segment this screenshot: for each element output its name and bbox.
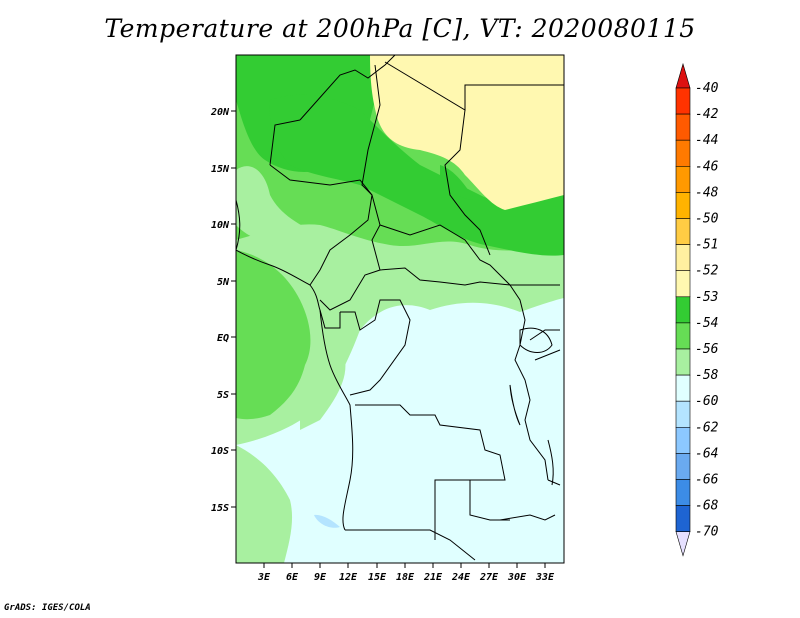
field-central-dark [269,94,564,256]
border-niger-chad [361,64,381,196]
border-east [499,479,561,521]
border-chad-sudan [444,109,491,256]
border-gabon [319,309,341,329]
map-title: Temperature at 200hPa [C], VT: 202008011… [104,14,696,43]
colorbar-segment [675,244,691,272]
colorbar-segment [675,166,691,193]
lon-label: 18E [396,572,415,583]
lat-label: 20N [210,107,230,118]
lake-tanganyika [509,384,521,426]
colorbar-label: -70 [695,525,719,540]
colorbar-segment [675,453,691,480]
field-west-green [300,300,346,430]
lat-label: 5N [217,277,230,288]
field-north-light [236,166,380,275]
colorbar-label: -64 [695,446,718,461]
border-uganda-kenya [529,329,561,361]
field-sw-green [236,445,293,563]
border-car-drc [379,267,511,286]
colorbar-label: -68 [695,499,719,514]
colorbar-segment [675,296,691,324]
lon-label: 9E [314,572,327,583]
border-libya-chad [384,61,564,111]
map-frame [235,54,565,564]
lake-malawi [547,439,554,486]
colorbar-segment [675,426,691,454]
border-car [379,224,560,286]
coastline-west [236,199,241,251]
colorbar-label: -60 [695,394,719,409]
longitude-axis: 3E 6E 9E 12E 15E 18E 21E 24E 27E 30E 33E [257,563,555,583]
colorbar-label: -54 [695,316,718,331]
colorbar-segment [675,479,691,506]
colorbar-segment [675,87,691,115]
latitude-axis: 20N 15N 10N 5N EQ 5S 10S 15S [210,107,236,514]
lon-label: 6E [286,572,299,583]
field-northeast-warm [370,55,564,210]
colorbar-label: -40 [695,81,719,96]
colorbar-label: -44 [695,133,718,148]
borders [236,55,564,561]
lat-label: 10S [211,446,229,457]
colorbar-segment [675,139,691,167]
colorbar-label: -52 [695,264,719,279]
field-west-mid [236,250,311,420]
colorbar-label: -56 [695,342,719,357]
colorbar-label: -42 [695,107,719,122]
coastline-gulf [236,249,354,531]
colorbar-label: -53 [695,290,718,305]
colorbar-bottom-arrow [675,531,691,557]
field-cold-south [236,298,564,563]
lat-label: 15N [211,164,230,175]
colorbar-segment [675,348,691,376]
lat-label: 5S [217,390,229,401]
border-cameroon [319,194,381,311]
colorbar-segment [675,270,691,298]
colorbar-segment [675,505,691,533]
colorbar-segment [675,192,691,219]
colorbar-segment [675,113,691,141]
border-nigeria [269,119,373,286]
lon-label: 30E [507,572,527,583]
colorbar-segment [675,218,691,245]
border-angola [355,404,510,521]
colorbar-segment [675,374,691,402]
lat-label: 15S [211,503,229,514]
colorbar-label: -51 [695,238,718,253]
colorbar-label: -66 [695,473,719,488]
lon-label: 33E [535,572,555,583]
temperature-field [236,55,564,563]
colorbar-segment [675,322,691,350]
colorbar-label: -62 [695,420,719,435]
lon-label: 12E [339,572,358,583]
grads-credit: GrADS: IGES/COLA [4,603,91,613]
lon-label: 27E [479,572,499,583]
border-angola-namibia [345,529,476,561]
field-ne-green-patch [440,165,475,200]
colorbar-label: -50 [695,212,719,227]
lon-label: 21E [423,572,443,583]
lon-label: 24E [451,572,471,583]
colorbar-label: -58 [695,368,719,383]
lat-label: EQ [217,333,229,344]
colorbar: -40 -42 -44 -46 -48 -50 -51 -52 -53 -54 -56 -58 -60 -… [675,62,719,557]
field-cold-patch [314,514,340,528]
lon-label: 15E [368,572,387,583]
colorbar-top-arrow [675,62,691,89]
colorbar-segment [675,400,691,428]
colorbar-label: -46 [695,159,719,174]
lat-label: 10N [211,220,230,231]
colorbar-label: -48 [695,185,719,200]
lake-victoria [519,327,553,353]
border-drc-east [509,284,549,481]
lon-label: 3E [257,572,271,583]
border-zambia [434,479,470,540]
border-congo [340,299,411,396]
